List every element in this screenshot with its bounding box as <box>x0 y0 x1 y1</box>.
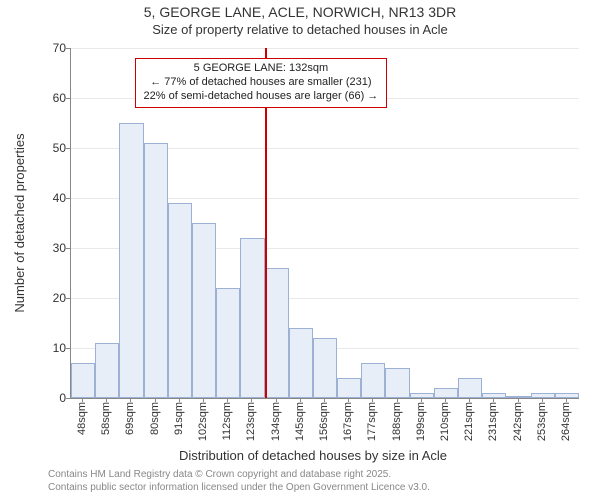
y-tick-label: 40 <box>36 191 66 205</box>
histogram-bar <box>506 396 530 398</box>
footer-line1: Contains HM Land Registry data © Crown c… <box>48 469 430 482</box>
y-tick-label: 70 <box>36 41 66 55</box>
gridline <box>71 48 579 49</box>
y-tick-label: 30 <box>36 241 66 255</box>
x-tick-mark <box>469 398 470 402</box>
x-tick-mark <box>227 398 228 402</box>
x-tick-mark <box>300 398 301 402</box>
x-tick-mark <box>421 398 422 402</box>
x-axis-label: Distribution of detached houses by size … <box>48 448 578 463</box>
histogram-bar <box>410 393 434 398</box>
x-tick-mark <box>130 398 131 402</box>
x-tick-mark <box>203 398 204 402</box>
plot-area: 5 GEORGE LANE: 132sqm ← 77% of detached … <box>70 48 579 399</box>
annotation-box: 5 GEORGE LANE: 132sqm ← 77% of detached … <box>135 58 388 108</box>
x-tick-label: 253sqm <box>536 402 548 441</box>
x-tick-label: 199sqm <box>415 402 427 441</box>
histogram-bar <box>216 288 240 398</box>
x-tick-label: 69sqm <box>124 402 136 435</box>
histogram-bar <box>555 393 579 398</box>
histogram-bar <box>385 368 409 398</box>
histogram-bar <box>458 378 482 398</box>
y-tick-label: 50 <box>36 141 66 155</box>
x-tick-mark <box>179 398 180 402</box>
histogram-bar <box>434 388 458 398</box>
x-tick-label: 167sqm <box>342 402 354 441</box>
x-tick-mark <box>397 398 398 402</box>
histogram-bar <box>95 343 119 398</box>
x-tick-mark <box>518 398 519 402</box>
histogram-chart: Number of detached properties 5 GEORGE L… <box>48 48 578 428</box>
histogram-bar <box>337 378 361 398</box>
title-sub: Size of property relative to detached ho… <box>0 22 600 38</box>
x-tick-label: 221sqm <box>463 402 475 441</box>
histogram-bar <box>71 363 95 398</box>
y-axis-label: Number of detached properties <box>12 133 27 312</box>
x-tick-label: 80sqm <box>149 402 161 435</box>
y-tick-label: 0 <box>36 391 66 405</box>
histogram-bar <box>482 393 506 398</box>
histogram-bar <box>168 203 192 398</box>
x-tick-mark <box>106 398 107 402</box>
y-tick-mark <box>66 198 70 199</box>
x-tick-label: 134sqm <box>270 402 282 441</box>
y-tick-mark <box>66 48 70 49</box>
x-tick-label: 231sqm <box>487 402 499 441</box>
footer-line2: Contains public sector information licen… <box>48 482 430 495</box>
x-tick-mark <box>276 398 277 402</box>
histogram-bar <box>192 223 216 398</box>
histogram-bar <box>313 338 337 398</box>
histogram-bar <box>240 238 264 398</box>
x-tick-mark <box>251 398 252 402</box>
y-tick-mark <box>66 298 70 299</box>
histogram-bar <box>119 123 143 398</box>
x-tick-mark <box>372 398 373 402</box>
y-tick-mark <box>66 98 70 99</box>
x-tick-label: 156sqm <box>318 402 330 441</box>
annotation-line2: ← 77% of detached houses are smaller (23… <box>144 76 379 90</box>
x-tick-mark <box>542 398 543 402</box>
title-main: 5, GEORGE LANE, ACLE, NORWICH, NR13 3DR <box>0 4 600 22</box>
x-tick-mark <box>348 398 349 402</box>
histogram-bar <box>289 328 313 398</box>
y-tick-label: 10 <box>36 341 66 355</box>
x-tick-label: 210sqm <box>439 402 451 441</box>
annotation-line3: 22% of semi-detached houses are larger (… <box>144 90 379 104</box>
x-tick-label: 112sqm <box>221 402 233 440</box>
x-tick-label: 242sqm <box>512 402 524 441</box>
y-tick-label: 60 <box>36 91 66 105</box>
histogram-bar <box>361 363 385 398</box>
title-block: 5, GEORGE LANE, ACLE, NORWICH, NR13 3DR … <box>0 0 600 38</box>
histogram-bar <box>531 393 555 398</box>
y-tick-mark <box>66 398 70 399</box>
y-tick-mark <box>66 248 70 249</box>
histogram-bar <box>265 268 289 398</box>
y-tick-mark <box>66 348 70 349</box>
x-tick-mark <box>566 398 567 402</box>
x-tick-mark <box>155 398 156 402</box>
x-tick-label: 58sqm <box>100 402 112 435</box>
x-tick-label: 123sqm <box>245 402 257 441</box>
x-tick-mark <box>324 398 325 402</box>
x-tick-label: 177sqm <box>366 402 378 441</box>
histogram-bar <box>144 143 168 398</box>
x-tick-label: 91sqm <box>173 402 185 435</box>
x-tick-label: 188sqm <box>391 402 403 441</box>
x-tick-label: 48sqm <box>76 402 88 435</box>
y-tick-label: 20 <box>36 291 66 305</box>
x-tick-mark <box>82 398 83 402</box>
x-tick-mark <box>445 398 446 402</box>
annotation-line1: 5 GEORGE LANE: 132sqm <box>144 62 379 76</box>
x-tick-label: 102sqm <box>197 402 209 441</box>
footer-attribution: Contains HM Land Registry data © Crown c… <box>48 469 430 494</box>
y-tick-mark <box>66 148 70 149</box>
x-tick-label: 145sqm <box>294 402 306 441</box>
x-tick-label: 264sqm <box>560 402 572 441</box>
x-tick-mark <box>493 398 494 402</box>
